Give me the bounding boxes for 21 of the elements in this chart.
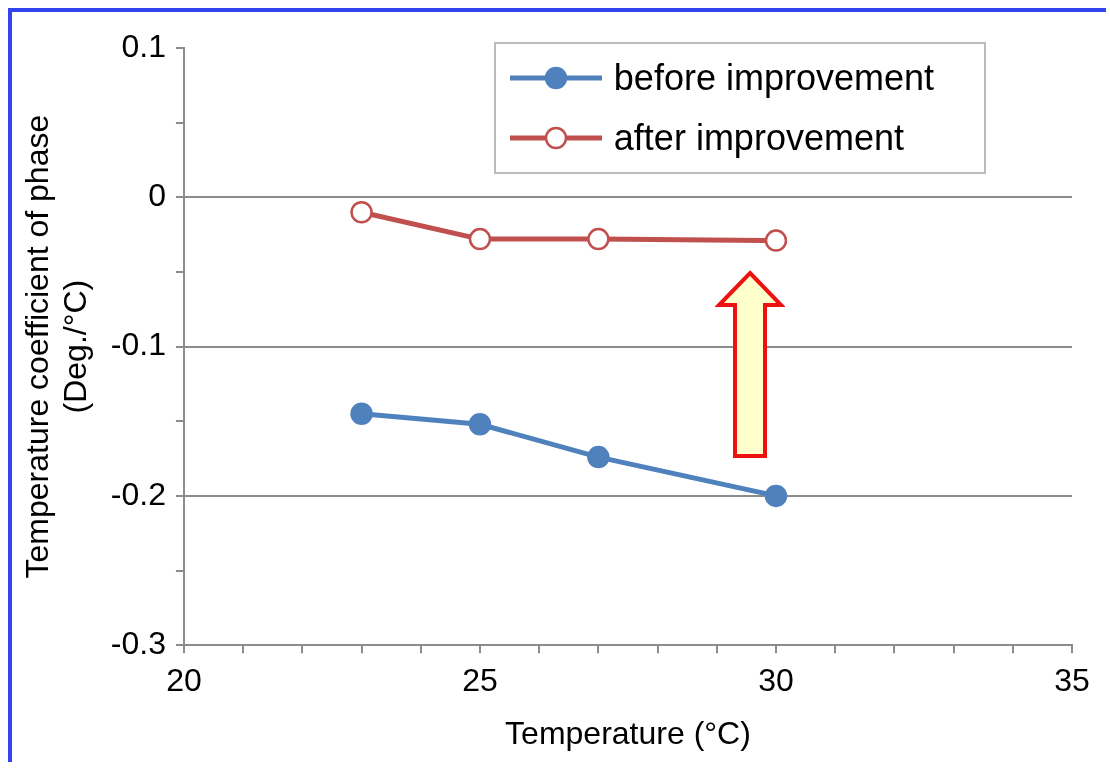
x-tick-label: 30 xyxy=(758,662,794,699)
point xyxy=(350,402,373,426)
point xyxy=(350,200,373,224)
x-tick-label: 35 xyxy=(1054,662,1090,699)
point xyxy=(468,227,492,251)
point xyxy=(468,412,492,436)
x-tick-label: 25 xyxy=(462,662,498,699)
y-tick-label: 0.1 xyxy=(121,27,166,64)
y-tick-label: -0.2 xyxy=(110,475,166,512)
point xyxy=(764,229,788,252)
y-tick-label: -0.3 xyxy=(110,625,166,662)
legend-label: before improvement xyxy=(613,57,934,99)
legend-label: after improvement xyxy=(613,117,904,159)
y-tick-label: 0 xyxy=(148,177,166,214)
y-axis-title: Temperature coefficient of phase (Deg./°C) xyxy=(19,114,94,579)
x-axis-title: Temperature (°C) xyxy=(505,714,751,751)
point xyxy=(587,445,610,469)
y-tick-label: -0.1 xyxy=(110,326,166,363)
point xyxy=(764,484,788,508)
point xyxy=(587,227,610,251)
x-tick-label: 20 xyxy=(166,662,202,699)
